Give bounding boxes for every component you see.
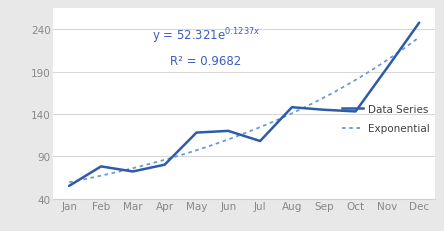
- Legend: Data Series, Exponential: Data Series, Exponential: [342, 104, 430, 134]
- Text: y = 52.321e$^{0.1237x}$: y = 52.321e$^{0.1237x}$: [152, 26, 260, 46]
- Text: R² = 0.9682: R² = 0.9682: [170, 55, 242, 68]
